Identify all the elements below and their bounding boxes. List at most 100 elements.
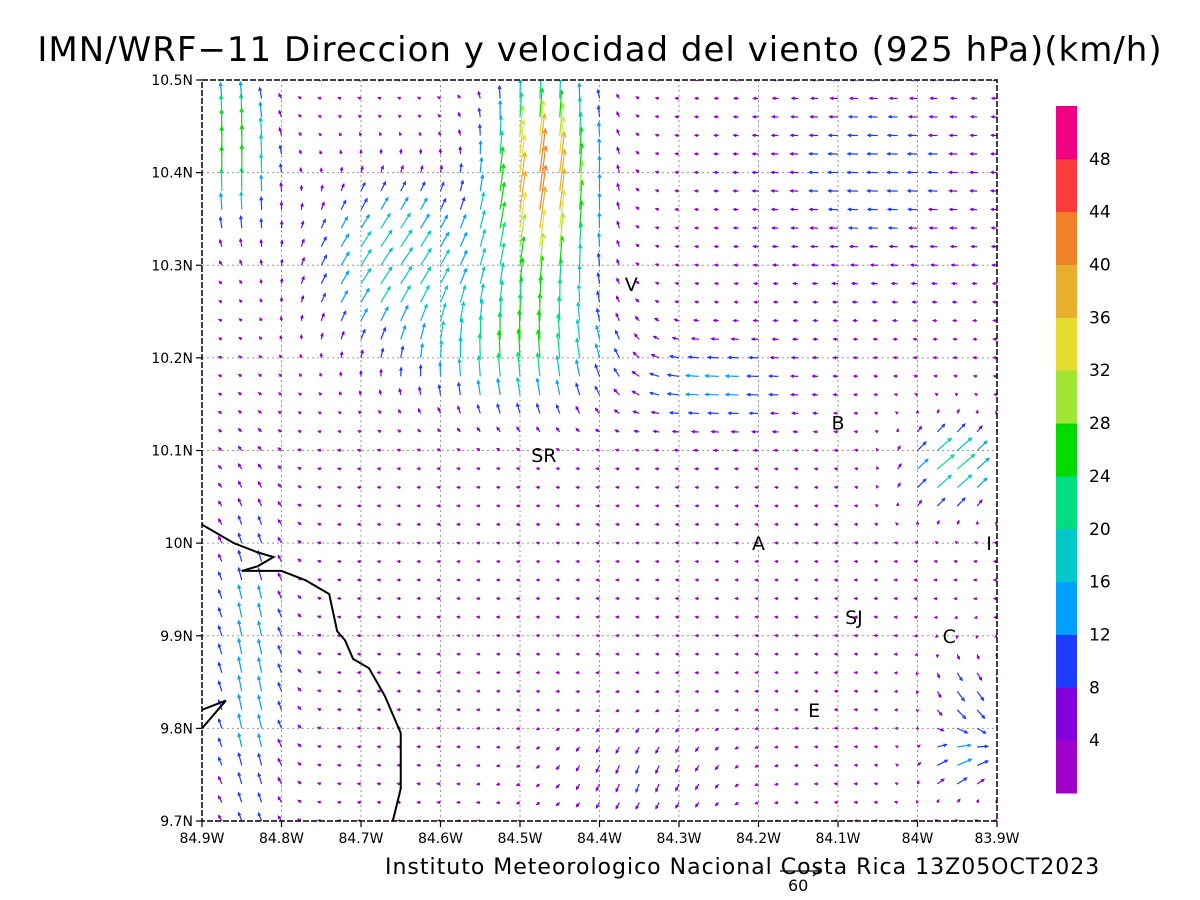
wind-vector bbox=[634, 709, 640, 713]
wind-vector bbox=[917, 478, 927, 488]
wind-vector bbox=[752, 263, 759, 267]
wind-vector bbox=[495, 615, 501, 619]
wind-vector bbox=[594, 559, 600, 564]
wind-vector bbox=[519, 80, 520, 81]
wind-vector bbox=[773, 671, 779, 675]
wind-vector bbox=[496, 426, 501, 433]
x-tick-label: 84.3W bbox=[656, 831, 701, 847]
wind-vector bbox=[237, 811, 243, 821]
wind-vector bbox=[768, 392, 779, 397]
wind-vector bbox=[846, 207, 858, 212]
wind-vector bbox=[555, 541, 560, 545]
wind-vector bbox=[555, 727, 561, 731]
wind-vector bbox=[773, 448, 779, 453]
wind-vector bbox=[910, 80, 918, 82]
wind-vector bbox=[359, 148, 363, 155]
wind-vector bbox=[297, 687, 302, 692]
wind-vector bbox=[336, 522, 342, 527]
wind-vector bbox=[336, 485, 342, 490]
wind-vector bbox=[418, 131, 422, 136]
wind-vector bbox=[673, 318, 680, 322]
wind-vector bbox=[319, 150, 323, 155]
wind-vector bbox=[933, 374, 938, 378]
wind-vector bbox=[559, 102, 565, 136]
wind-vector bbox=[853, 596, 858, 601]
wind-vector bbox=[752, 318, 759, 323]
wind-vector bbox=[257, 694, 263, 710]
wind-vector bbox=[495, 596, 501, 601]
wind-vector bbox=[396, 559, 401, 564]
wind-vector bbox=[376, 652, 381, 656]
wind-vector bbox=[891, 300, 898, 304]
wind-vector bbox=[915, 726, 920, 730]
wind-vector bbox=[929, 244, 938, 249]
wind-vector bbox=[518, 80, 523, 99]
wind-vector bbox=[476, 403, 481, 414]
wind-vector bbox=[753, 541, 759, 545]
wind-vector bbox=[674, 522, 680, 527]
wind-vector bbox=[218, 260, 223, 266]
wind-vector bbox=[380, 265, 393, 285]
wind-vector bbox=[752, 96, 759, 101]
wind-vector bbox=[318, 392, 323, 396]
wind-vector bbox=[380, 180, 386, 192]
wind-vector bbox=[257, 391, 262, 396]
wind-vector bbox=[886, 207, 898, 212]
wind-vector bbox=[713, 467, 719, 471]
wind-vector bbox=[575, 318, 581, 340]
wind-vector bbox=[852, 356, 858, 360]
wind-vector bbox=[316, 615, 322, 619]
wind-vector bbox=[616, 146, 620, 155]
wind-vector bbox=[746, 374, 759, 379]
wind-vector bbox=[457, 358, 462, 377]
wind-vector bbox=[420, 247, 432, 266]
wind-vector bbox=[237, 532, 243, 544]
wind-vector bbox=[218, 238, 223, 247]
wind-vector bbox=[654, 578, 660, 582]
wind-vector bbox=[597, 192, 602, 210]
wind-vector bbox=[416, 428, 422, 433]
wind-vector bbox=[789, 189, 799, 193]
wind-vector bbox=[674, 207, 680, 212]
wind-vector bbox=[969, 133, 978, 138]
wind-vector bbox=[495, 800, 501, 805]
wind-vector bbox=[535, 671, 540, 675]
wind-vector bbox=[885, 170, 898, 175]
wind-vector bbox=[937, 778, 945, 785]
wind-vector bbox=[297, 724, 302, 729]
wind-vector bbox=[316, 559, 322, 564]
wind-vector bbox=[319, 352, 323, 358]
wind-vector bbox=[539, 127, 548, 173]
wind-vector bbox=[936, 497, 946, 507]
wind-vector bbox=[853, 745, 858, 749]
place-label: I bbox=[986, 533, 992, 555]
wind-vector bbox=[666, 373, 680, 378]
wind-vector bbox=[257, 620, 263, 636]
wind-vector bbox=[732, 189, 739, 193]
wind-vector bbox=[613, 409, 620, 414]
wind-vector bbox=[277, 392, 282, 396]
wind-vector bbox=[770, 170, 779, 175]
wind-vector bbox=[714, 541, 719, 545]
wind-vector bbox=[693, 152, 699, 156]
wind-vector bbox=[674, 244, 680, 249]
wind-vector bbox=[416, 689, 421, 693]
wind-vector bbox=[336, 467, 342, 471]
wind-vector bbox=[495, 708, 501, 712]
chart-title: IMN/WRF−11 Direccion y velocidad del vie… bbox=[37, 30, 1163, 70]
wind-vector bbox=[476, 448, 481, 452]
wind-vector bbox=[674, 596, 680, 601]
wind-vector bbox=[238, 318, 243, 322]
colorbar-label: 36 bbox=[1089, 308, 1111, 328]
wind-vector bbox=[455, 670, 461, 675]
wind-vector bbox=[833, 652, 839, 656]
wind-vector bbox=[420, 230, 432, 248]
wind-vector bbox=[694, 671, 699, 675]
wind-vector bbox=[259, 317, 263, 322]
wind-vector bbox=[399, 148, 403, 155]
wind-vector bbox=[555, 467, 560, 471]
wind-vector bbox=[416, 578, 421, 582]
wind-vector bbox=[635, 783, 640, 794]
wind-vector bbox=[459, 300, 466, 321]
wind-vector bbox=[976, 760, 990, 766]
